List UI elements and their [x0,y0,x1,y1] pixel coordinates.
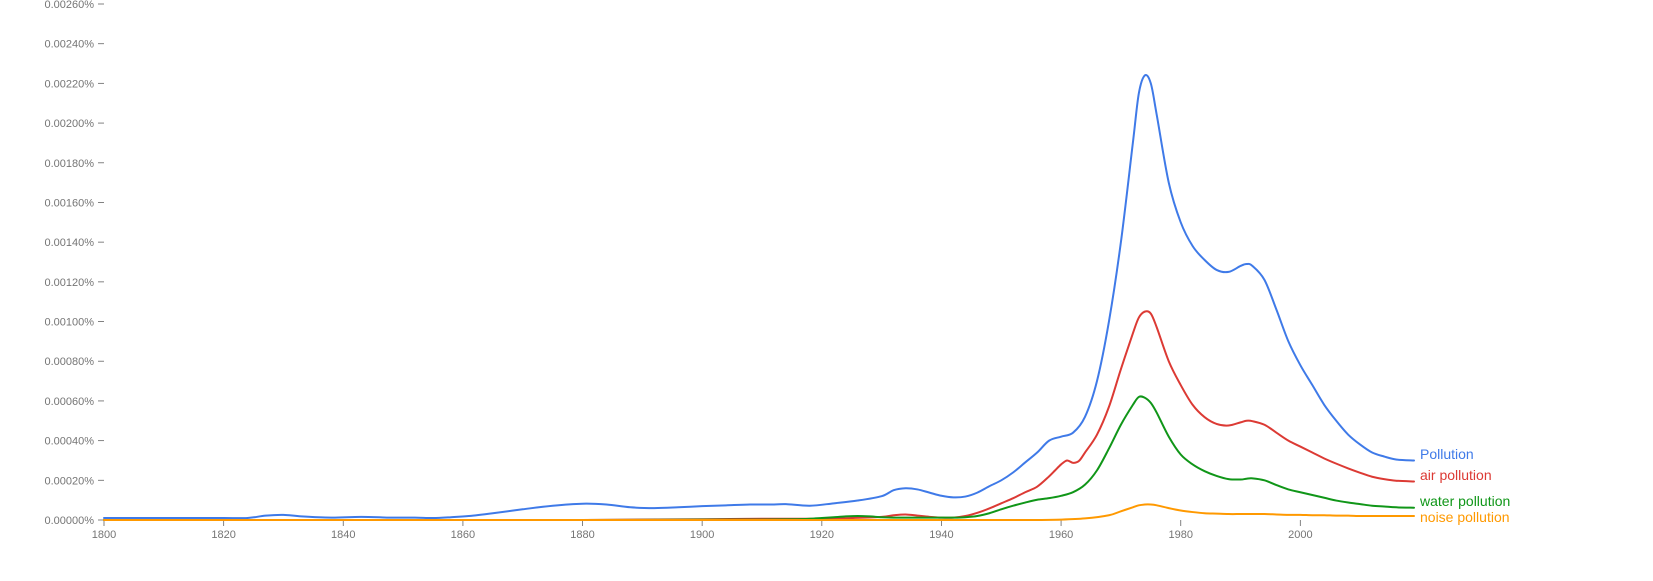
x-tick-label: 1840 [331,529,355,541]
y-tick-label: 0.00180% [44,158,94,170]
x-tick-label: 1940 [929,529,953,541]
ngram-line-chart: 0.00000% 0.00020% 0.00040% 0.00060% 0.00080%… [0,0,1653,581]
series-label-water-pollution: water pollution [1419,493,1510,509]
x-tick-label: 1880 [570,529,594,541]
y-tick-label: 0.00260% [44,0,94,11]
y-tick-label: 0.00220% [44,78,94,90]
y-tick-label: 0.00020% [44,475,94,487]
chart-svg: 0.00000% 0.00020% 0.00040% 0.00060% 0.00080%… [0,0,1653,581]
y-tick-label: 0.00120% [44,277,94,289]
y-tick-label: 0.00160% [44,197,94,209]
series-line-water-pollution [104,396,1414,520]
x-tick-label: 1900 [690,529,714,541]
series-label-noise-pollution: noise pollution [1420,509,1510,525]
series-line-noise-pollution [104,504,1414,520]
y-tick-label: 0.00240% [44,39,94,51]
x-tick-label: 1820 [211,529,235,541]
x-tick-label: 1980 [1168,529,1192,541]
series-line-Pollution [104,75,1414,518]
y-tick-label: 0.00140% [44,237,94,249]
x-tick-label: 1800 [92,529,116,541]
x-tick-label: 1860 [451,529,475,541]
y-tick-label: 0.00040% [44,436,94,448]
series-label-Pollution: Pollution [1420,446,1474,462]
y-tick-label: 0.00100% [44,317,94,329]
x-tick-label: 1960 [1049,529,1073,541]
y-tick-label: 0.00080% [44,356,94,368]
y-tick-label: 0.00200% [44,118,94,130]
y-tick-label: 0.00000% [44,515,94,527]
x-tick-label: 1920 [810,529,834,541]
x-tick-label: 2000 [1288,529,1312,541]
y-tick-label: 0.00060% [44,396,94,408]
series-line-air-pollution [104,311,1414,520]
series-label-air-pollution: air pollution [1420,467,1492,483]
